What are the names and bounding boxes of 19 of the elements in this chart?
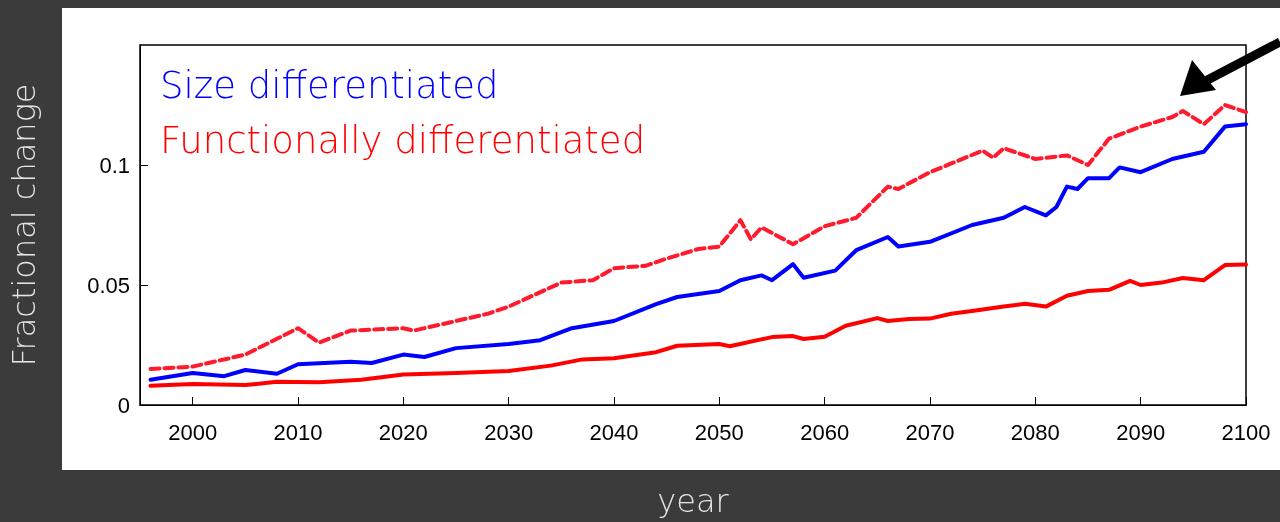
x-tick-label: 2000 — [168, 419, 218, 445]
x-tick-label: 2030 — [484, 419, 534, 445]
y-tick-label: 0 — [117, 392, 130, 418]
x-tick-label: 2080 — [1010, 419, 1060, 445]
y-tick-label: 0.05 — [87, 272, 130, 298]
x-tick-label: 2100 — [1221, 419, 1271, 445]
x-axis-title: year — [657, 482, 730, 520]
text: Functionally differentiated — [160, 119, 646, 162]
x-tick-label: 2020 — [378, 419, 428, 445]
x-tick-label: 2050 — [694, 419, 744, 445]
y-tick-label: 0.1 — [99, 152, 130, 178]
x-tick-label: 2010 — [273, 419, 323, 445]
text: Size differentiated — [160, 64, 499, 107]
x-tick-label: 2090 — [1116, 419, 1166, 445]
x-tick-label: 2040 — [589, 419, 639, 445]
line-series — [148, 262, 1248, 388]
x-tick-label: 2070 — [905, 419, 955, 445]
x-tick-label: 2060 — [800, 419, 850, 445]
y-axis-title: Fractional change — [5, 83, 43, 367]
